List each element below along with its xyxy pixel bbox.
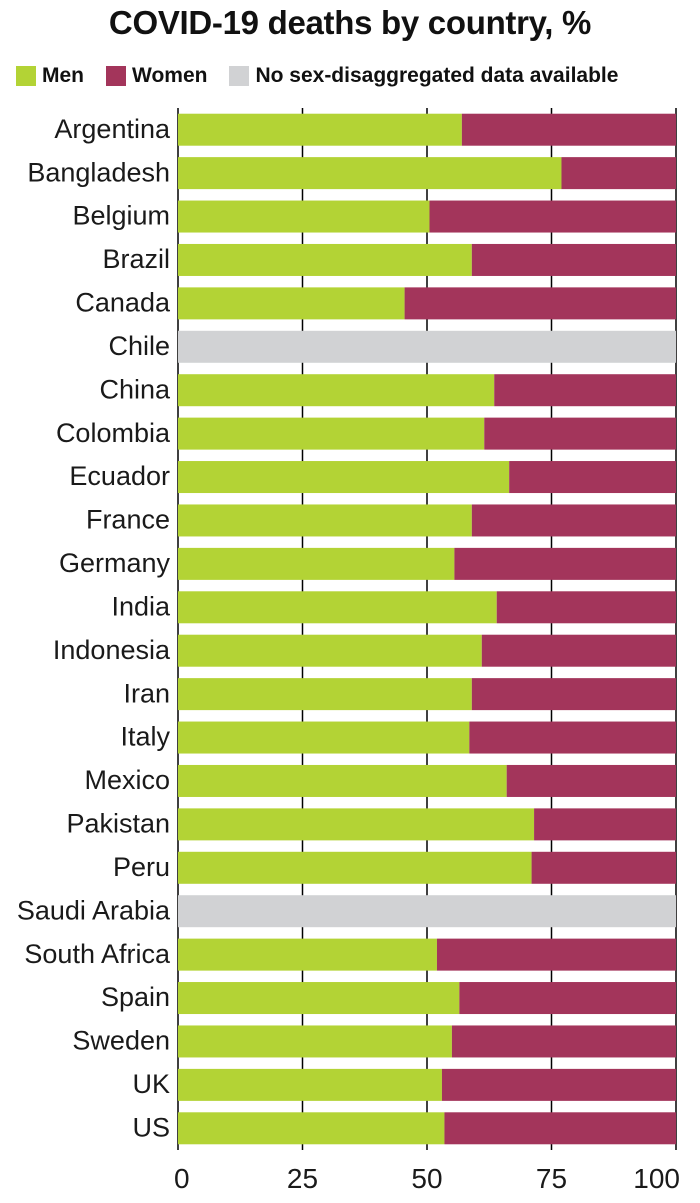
bar-men-belgium xyxy=(178,200,430,233)
bar-men-france xyxy=(178,504,472,537)
bar-women-indonesia xyxy=(481,634,676,667)
bar-women-colombia xyxy=(484,417,676,450)
bar-women-france xyxy=(471,504,676,537)
category-label-indonesia: Indonesia xyxy=(53,635,171,665)
category-label-france: France xyxy=(86,505,170,535)
category-label-ecuador: Ecuador xyxy=(69,461,170,491)
bar-men-canada xyxy=(178,287,405,320)
tick-label-100: 100 xyxy=(633,1163,680,1194)
category-label-south-africa: South Africa xyxy=(24,939,171,969)
bar-women-uk xyxy=(441,1068,676,1101)
tick-label-0: 0 xyxy=(174,1163,190,1194)
bar-no-data-chile xyxy=(178,330,676,363)
bar-men-argentina xyxy=(178,113,462,146)
bar-men-ecuador xyxy=(178,461,510,494)
bar-women-belgium xyxy=(429,200,676,233)
category-label-brazil: Brazil xyxy=(102,244,170,274)
bar-women-peru xyxy=(531,851,676,884)
category-label-argentina: Argentina xyxy=(54,114,171,144)
bar-men-bangladesh xyxy=(178,157,562,190)
category-label-uk: UK xyxy=(132,1069,170,1099)
bar-men-italy xyxy=(178,721,470,754)
bar-men-china xyxy=(178,374,495,407)
category-label-sweden: Sweden xyxy=(72,1026,170,1056)
category-label-spain: Spain xyxy=(101,982,170,1012)
bar-women-argentina xyxy=(461,113,676,146)
category-label-bangladesh: Bangladesh xyxy=(27,157,170,187)
bar-men-germany xyxy=(178,547,455,580)
bar-men-uk xyxy=(178,1068,442,1101)
bar-women-spain xyxy=(459,982,676,1015)
category-label-belgium: Belgium xyxy=(72,201,170,231)
legend-item-no-data: No sex-disaggregated data available xyxy=(229,64,618,88)
category-label-peru: Peru xyxy=(113,852,170,882)
legend-label-no-data: No sex-disaggregated data available xyxy=(255,64,619,87)
bar-men-spain xyxy=(178,982,460,1015)
category-label-pakistan: Pakistan xyxy=(66,809,170,839)
category-label-italy: Italy xyxy=(120,722,170,752)
bar-men-us xyxy=(178,1112,445,1145)
bar-women-canada xyxy=(404,287,676,320)
bar-men-peru xyxy=(178,851,532,884)
bar-men-sweden xyxy=(178,1025,452,1058)
legend-item-women: Women xyxy=(106,64,207,88)
legend: Men Women No sex-disaggregated data avai… xyxy=(16,62,618,90)
category-label-chile: Chile xyxy=(108,331,170,361)
legend-swatch-women xyxy=(106,66,126,86)
bar-women-brazil xyxy=(471,243,676,276)
legend-label-women: Women xyxy=(132,64,208,87)
bar-women-italy xyxy=(469,721,676,754)
bar-men-indonesia xyxy=(178,634,482,667)
bar-women-pakistan xyxy=(534,808,676,841)
bar-no-data-saudi-arabia xyxy=(178,895,676,928)
legend-label-men: Men xyxy=(42,64,84,87)
category-label-china: China xyxy=(99,374,171,404)
bar-men-colombia xyxy=(178,417,485,450)
tick-label-75: 75 xyxy=(536,1163,567,1194)
category-label-colombia: Colombia xyxy=(56,418,171,448)
bar-men-pakistan xyxy=(178,808,535,841)
bar-men-south-africa xyxy=(178,938,437,971)
bar-women-south-africa xyxy=(436,938,676,971)
category-label-mexico: Mexico xyxy=(84,765,170,795)
bar-women-us xyxy=(444,1112,676,1145)
bar-women-iran xyxy=(471,678,676,711)
bar-women-india xyxy=(496,591,676,624)
legend-swatch-no-data xyxy=(229,66,250,86)
bar-women-mexico xyxy=(506,764,676,797)
legend-swatch-men xyxy=(16,66,36,86)
chart-title: COVID-19 deaths by country, % xyxy=(108,4,592,41)
bar-men-iran xyxy=(178,678,472,711)
bar-women-germany xyxy=(454,547,676,580)
category-label-us: US xyxy=(132,1112,170,1142)
category-label-canada: Canada xyxy=(75,288,171,318)
category-label-iran: Iran xyxy=(123,678,170,708)
legend-item-men: Men xyxy=(16,64,84,88)
bar-women-sweden xyxy=(451,1025,676,1058)
category-label-india: India xyxy=(111,591,171,621)
bar-women-ecuador xyxy=(509,461,676,494)
bar-women-bangladesh xyxy=(561,157,676,190)
category-label-saudi-arabia: Saudi Arabia xyxy=(17,895,171,925)
tick-label-50: 50 xyxy=(411,1163,442,1194)
tick-label-25: 25 xyxy=(287,1163,318,1194)
bar-women-china xyxy=(494,374,676,407)
bar-men-mexico xyxy=(178,764,507,797)
category-label-germany: Germany xyxy=(59,548,171,578)
bar-men-brazil xyxy=(178,243,472,276)
bar-men-india xyxy=(178,591,497,624)
